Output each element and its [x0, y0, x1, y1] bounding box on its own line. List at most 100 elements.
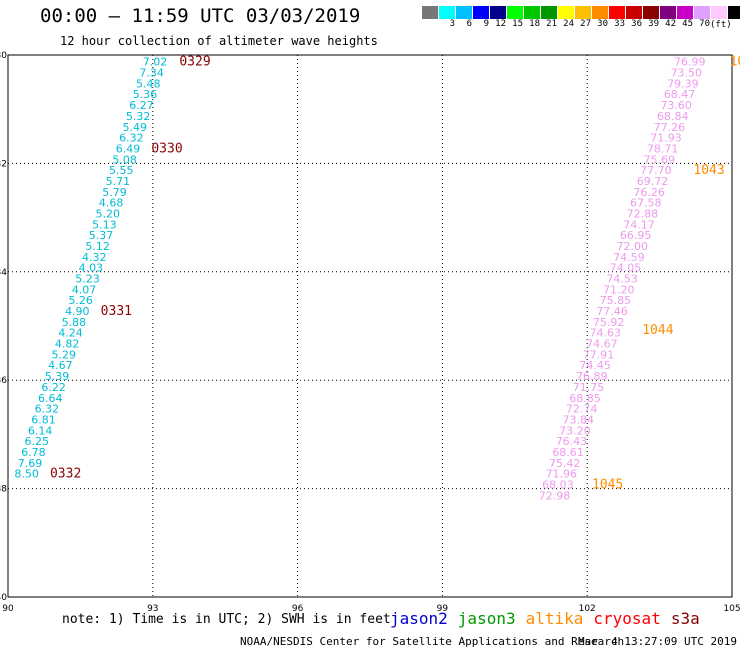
wave-height-value: 6.78	[21, 446, 46, 459]
wave-height-value: 4.07	[72, 283, 97, 296]
color-scale-label: 70	[699, 19, 710, 29]
wave-height-value: 4.03	[79, 262, 104, 275]
wave-height-value: 5.20	[95, 207, 120, 220]
wave-height-value: 67.58	[630, 197, 662, 210]
color-swatch	[507, 6, 524, 19]
wave-height-value: 7.02	[143, 56, 168, 69]
color-scale-label: 3	[449, 19, 455, 29]
color-swatch	[456, 6, 473, 19]
x-tick-label: 102	[579, 604, 596, 614]
color-swatch	[575, 6, 592, 19]
color-scale-label: 27	[580, 19, 591, 29]
x-tick-label: 105	[723, 604, 740, 614]
wave-height-value: 74.45	[579, 359, 611, 372]
wave-height-value: 72.74	[566, 403, 598, 416]
y-tick-label: -34	[0, 268, 7, 278]
wave-height-value: 77.70	[640, 164, 672, 177]
wave-height-value: 5.08	[112, 153, 137, 166]
color-scale-legend: 3 6 9 12 15 18 21 24 27 30 33 36 39 42 45 70 (ft)	[422, 6, 740, 30]
color-scale-label: 18	[529, 19, 540, 29]
pass-time-label: 1044	[642, 323, 673, 338]
color-swatch	[660, 6, 677, 19]
wave-height-value: 5.23	[75, 273, 100, 286]
wave-height-value: 6.32	[119, 132, 144, 145]
wave-height-value: 73.84	[562, 413, 594, 426]
color-swatch	[643, 6, 660, 19]
legend-item-s3a: s3a	[670, 609, 700, 628]
color-scale-label: 30	[597, 19, 608, 29]
color-scale-label: 39	[648, 19, 659, 29]
color-scale-labels: 3 6 9 12 15 18 21 24 27 30 33 36 39 42 45 70	[422, 19, 740, 29]
pass-time-label: 104	[730, 55, 740, 70]
wave-height-value: 4.67	[48, 359, 73, 372]
wave-height-value: 76.26	[633, 186, 665, 199]
color-swatch	[694, 6, 711, 19]
wave-height-value: 6.81	[31, 413, 56, 426]
wave-height-value: 5.37	[89, 229, 114, 242]
y-tick-label: -32	[0, 159, 7, 169]
wave-height-value: 75.69	[644, 153, 676, 166]
wave-height-value: 68.03	[542, 478, 574, 491]
wave-height-value: 8.50	[14, 468, 39, 481]
color-scale-label: 21	[546, 19, 557, 29]
color-scale-label: 9	[483, 19, 489, 29]
color-scale-label: 42	[665, 19, 676, 29]
color-scale-unit: (ft)	[710, 20, 732, 30]
color-swatch	[677, 6, 694, 19]
y-tick-label: -40	[0, 593, 7, 603]
wave-height-value: 68.61	[552, 446, 584, 459]
color-swatch	[490, 6, 507, 19]
wave-height-value: 75.85	[600, 294, 632, 307]
color-swatch	[728, 6, 740, 19]
color-scale-label: 45	[682, 19, 693, 29]
wave-height-value: 73.60	[660, 99, 692, 112]
wave-height-value: 76.99	[674, 56, 706, 69]
wave-height-value: 72.00	[617, 240, 649, 253]
wave-height-value: 6.25	[25, 435, 50, 448]
wave-height-value: 73.50	[671, 67, 703, 80]
color-scale-label: 6	[466, 19, 472, 29]
wave-height-value: 5.39	[45, 370, 70, 383]
footer-note: note: 1) Time is in UTC; 2) SWH is in fe…	[62, 612, 391, 627]
x-tick-label: 99	[437, 604, 449, 614]
legend-item-altika: altika	[525, 609, 584, 628]
wave-height-value: 5.49	[123, 121, 148, 134]
x-tick-label: 96	[292, 604, 304, 614]
generated-timestamp: Mar 4 13:27:09 UTC 2019	[578, 635, 737, 648]
wave-height-value: 79.39	[667, 77, 699, 90]
chart-subtitle: 12 hour collection of altimeter wave hei…	[60, 34, 378, 48]
wave-height-value: 68.47	[664, 88, 696, 101]
wave-height-value: 72.98	[539, 489, 571, 502]
wave-height-value: 5.55	[109, 164, 134, 177]
wave-height-value: 71.75	[573, 381, 605, 394]
color-scale-label: 15	[512, 19, 523, 29]
color-scale-label: 36	[631, 19, 642, 29]
color-swatch	[558, 6, 575, 19]
legend-item-jason3: jason3	[457, 609, 516, 628]
wave-height-value: 74.67	[586, 338, 618, 351]
wave-height-value: 6.14	[28, 424, 53, 437]
color-swatch	[524, 6, 541, 19]
pass-time-label: 0331	[101, 304, 132, 319]
wave-height-value: 74.05	[610, 262, 642, 275]
wave-height-value: 7.34	[139, 67, 164, 80]
wave-height-value: 76.43	[556, 435, 588, 448]
wave-height-value: 5.79	[102, 186, 127, 199]
wave-height-value: 78.71	[647, 142, 679, 155]
wave-height-value: 6.64	[38, 392, 63, 405]
color-scale-label: 12	[495, 19, 506, 29]
pass-time-label: 0330	[151, 141, 182, 156]
color-swatch	[439, 6, 456, 19]
wave-height-value: 72.88	[627, 207, 659, 220]
pass-time-label: 0329	[179, 55, 210, 70]
pass-time-label: 0332	[50, 467, 81, 482]
color-swatch	[592, 6, 609, 19]
wave-height-value: 6.22	[41, 381, 66, 394]
wave-height-value: 77.91	[583, 348, 615, 361]
wave-height-value: 73.20	[559, 424, 591, 437]
wave-height-value: 74.63	[589, 327, 621, 340]
wave-height-value: 4.68	[99, 197, 124, 210]
wave-height-value: 5.26	[68, 294, 93, 307]
wave-height-value: 6.49	[116, 142, 141, 155]
y-tick-label: -38	[0, 485, 7, 495]
